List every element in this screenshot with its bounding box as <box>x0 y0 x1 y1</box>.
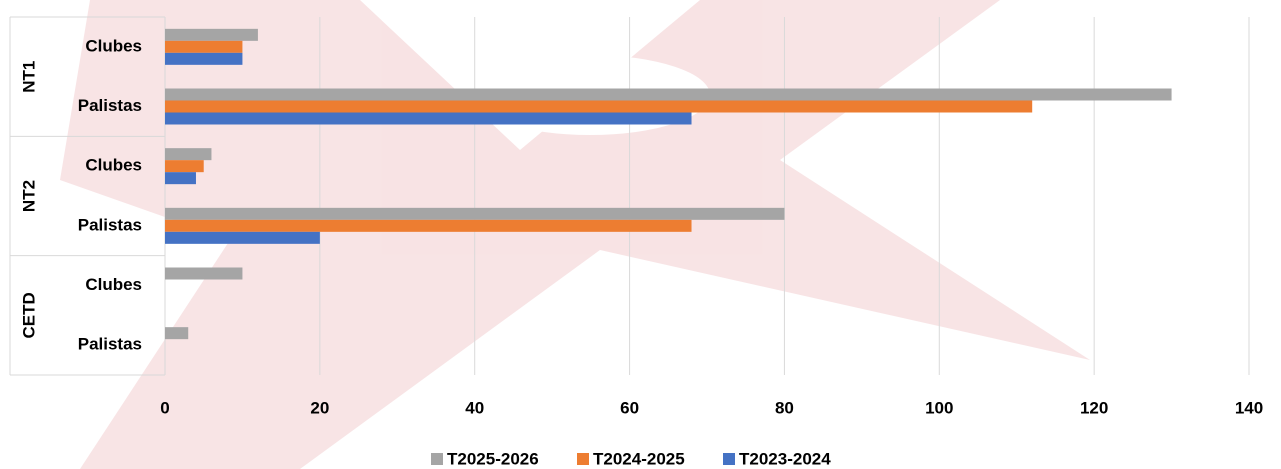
legend-swatch <box>577 453 589 465</box>
bar <box>165 219 692 232</box>
y-tick-label: Clubes <box>85 156 142 175</box>
bar <box>165 52 243 65</box>
group-label: NT2 <box>19 180 38 212</box>
bar <box>165 231 320 244</box>
legend-label: T2024-2025 <box>593 449 685 468</box>
x-tick-label: 20 <box>310 398 329 417</box>
bar <box>165 207 785 220</box>
legend-label: T2025-2026 <box>447 449 539 468</box>
bar <box>165 100 1033 113</box>
x-tick-label: 120 <box>1080 398 1108 417</box>
bar <box>165 28 258 41</box>
legend-label: T2023-2024 <box>739 449 831 468</box>
bar <box>165 267 243 280</box>
x-tick-label: 40 <box>465 398 484 417</box>
bar <box>165 148 212 161</box>
bar <box>165 327 189 340</box>
x-tick-label: 100 <box>925 398 953 417</box>
x-tick-label: 60 <box>620 398 639 417</box>
x-tick-label: 80 <box>775 398 794 417</box>
bar <box>165 88 1172 101</box>
y-tick-label: Clubes <box>85 275 142 294</box>
y-tick-label: Palistas <box>78 96 142 115</box>
bar <box>165 40 243 53</box>
group-label: NT1 <box>19 61 38 93</box>
bar <box>165 112 692 125</box>
legend-swatch <box>431 453 443 465</box>
x-tick-label: 140 <box>1235 398 1263 417</box>
x-tick-label: 0 <box>160 398 169 417</box>
y-tick-label: Palistas <box>78 215 142 234</box>
bar <box>165 160 204 173</box>
legend-swatch <box>723 453 735 465</box>
y-tick-label: Clubes <box>85 36 142 55</box>
group-label: CETD <box>19 292 38 338</box>
bar <box>165 172 196 185</box>
y-tick-label: Palistas <box>78 335 142 354</box>
